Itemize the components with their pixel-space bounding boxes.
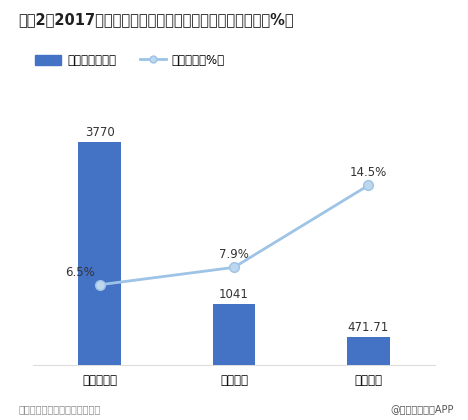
Text: 资料来源：前瞻产业研究院整理: 资料来源：前瞻产业研究院整理 bbox=[19, 404, 101, 414]
Text: 471.71: 471.71 bbox=[348, 321, 389, 334]
Text: 14.5%: 14.5% bbox=[350, 166, 387, 179]
Text: 6.5%: 6.5% bbox=[65, 265, 95, 278]
Bar bbox=[347, 337, 390, 365]
Bar bbox=[78, 142, 121, 365]
Text: 1041: 1041 bbox=[219, 288, 249, 301]
Text: 7.9%: 7.9% bbox=[219, 248, 249, 261]
Text: 图表2：2017年各类冷冻食品销售额及增长（单位：亿元，%）: 图表2：2017年各类冷冻食品销售额及增长（单位：亿元，%） bbox=[19, 13, 294, 28]
Legend: 销售额（亿元）, 同比增长（%）: 销售额（亿元）, 同比增长（%） bbox=[30, 49, 229, 71]
Text: @前瞻经济学人APP: @前瞻经济学人APP bbox=[390, 404, 454, 414]
Bar bbox=[212, 304, 256, 365]
Text: 3770: 3770 bbox=[85, 126, 115, 139]
